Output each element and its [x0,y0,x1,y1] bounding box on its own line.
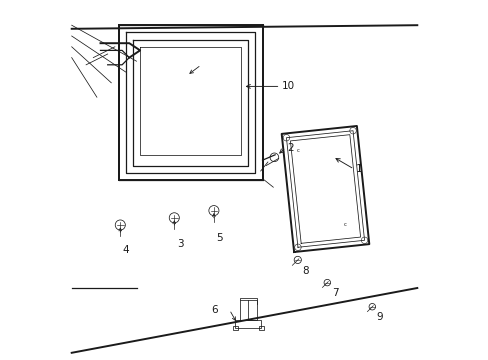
Text: 3: 3 [177,239,183,249]
Text: 1: 1 [355,164,362,174]
Bar [240,300,256,320]
Text: c: c [296,148,299,153]
Text: 8: 8 [302,266,308,276]
Text: c: c [344,222,346,228]
Bar [258,326,263,330]
Text: 6: 6 [211,305,218,315]
Bar [235,320,261,328]
Text: 10: 10 [282,81,295,91]
Text: 7: 7 [331,288,338,298]
Text: 5: 5 [216,233,223,243]
Bar [233,326,238,330]
Text: 9: 9 [376,312,383,323]
Text: 4: 4 [122,245,129,255]
Text: 2: 2 [287,143,294,153]
